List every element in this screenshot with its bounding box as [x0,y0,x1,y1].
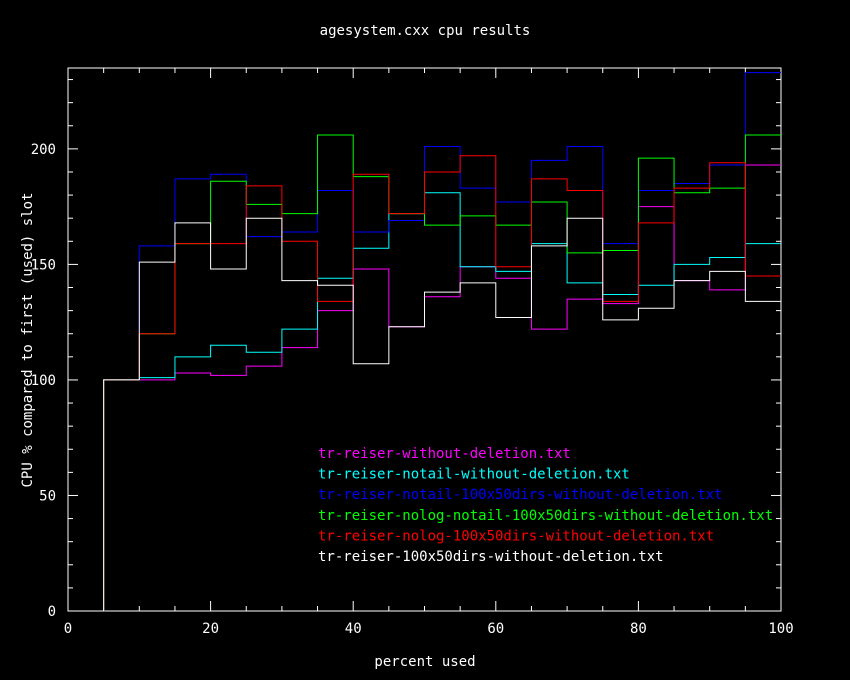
legend-entry-3: tr-reiser-nolog-notail-100x50dirs-withou… [318,508,773,524]
x-tick-label: 40 [345,621,362,637]
y-axis-label: CPU % compared to first (used) slot [20,192,36,487]
y-tick-label: 100 [31,373,56,389]
x-tick-label: 100 [768,621,793,637]
legend-entry-1: tr-reiser-notail-without-deletion.txt [318,467,630,483]
chart-title: agesystem.cxx cpu results [320,23,531,39]
x-tick-label: 20 [202,621,219,637]
series-line-5 [68,217,781,612]
y-tick-label: 0 [48,604,56,620]
x-tick-label: 60 [487,621,504,637]
legend: tr-reiser-without-deletion.txt tr-reiser-… [318,446,773,565]
series-line-4 [68,155,781,612]
legend-entry-5: tr-reiser-100x50dirs-without-deletion.tx… [318,549,664,565]
y-tick-label: 50 [39,488,56,504]
y-tick-label: 150 [31,257,56,273]
x-tick-label: 0 [64,621,72,637]
axis-ticks: 0 20 40 60 80 100 0 50 100 150 200 [31,68,794,637]
x-axis-label: percent used [374,654,475,670]
legend-entry-0: tr-reiser-without-deletion.txt [318,446,571,462]
x-tick-label: 80 [630,621,647,637]
legend-entry-2: tr-reiser-notail-100x50dirs-without-dele… [318,487,723,503]
legend-entry-4: tr-reiser-nolog-100x50dirs-without-delet… [318,528,714,544]
series-layer [68,72,781,612]
y-tick-label: 200 [31,142,56,158]
